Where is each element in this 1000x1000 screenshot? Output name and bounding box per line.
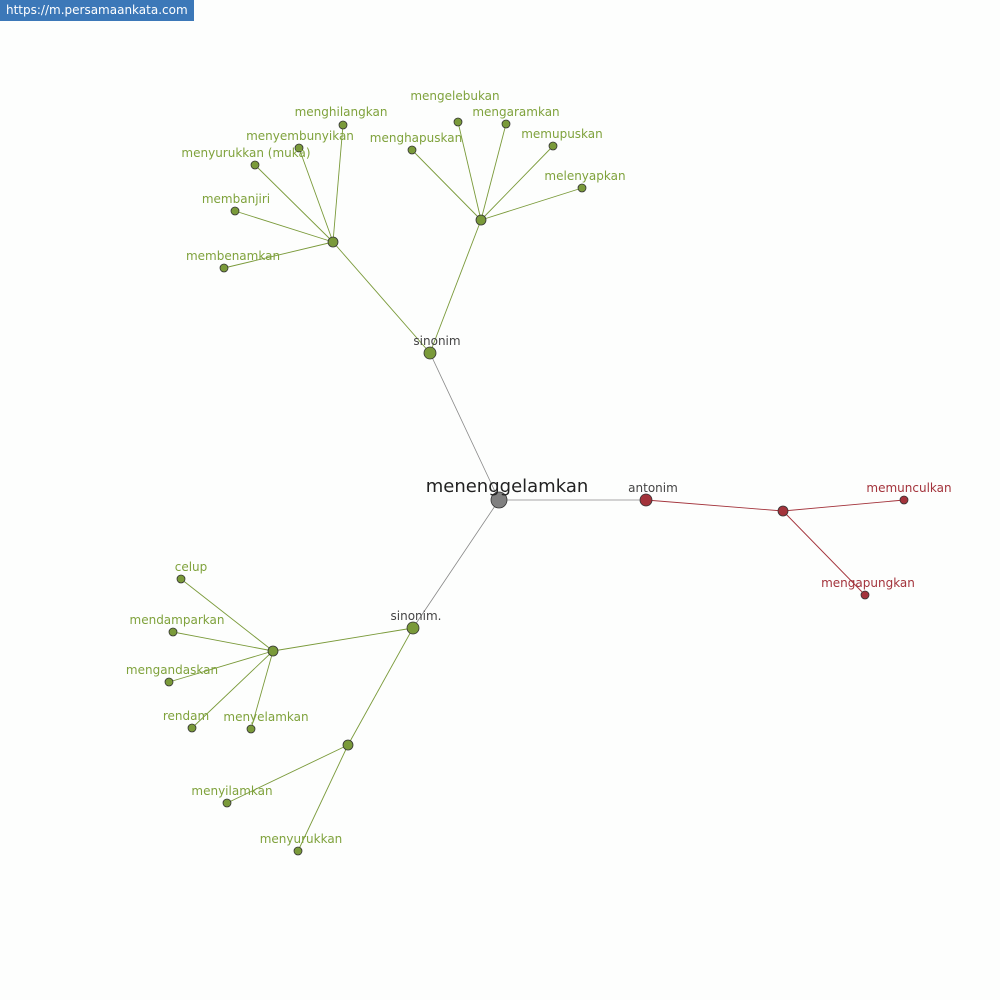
- node-label-a0[interactable]: antonim: [628, 481, 678, 495]
- node-n7[interactable]: [501, 119, 511, 129]
- node-m1[interactable]: [176, 574, 186, 584]
- node-s1[interactable]: [423, 346, 437, 360]
- node-h3[interactable]: [267, 645, 279, 657]
- edge-a0-a1: [645, 499, 784, 512]
- edge-h1-n2: [298, 147, 334, 243]
- node-label-m7[interactable]: menyurukkan: [260, 832, 343, 846]
- edge-h2-n7: [480, 123, 507, 221]
- node-label-m5[interactable]: menyelamkan: [223, 710, 308, 724]
- edge-h1-n1: [332, 124, 344, 243]
- node-n6[interactable]: [453, 117, 463, 127]
- node-h2[interactable]: [475, 214, 487, 226]
- site-url-watermark[interactable]: https://m.persamaankata.com: [0, 0, 194, 21]
- edge-h2-n6: [457, 121, 482, 221]
- node-m5[interactable]: [246, 724, 256, 734]
- node-m3[interactable]: [164, 677, 174, 687]
- node-label-n5[interactable]: membenamkan: [186, 249, 280, 263]
- node-h1[interactable]: [327, 236, 339, 248]
- node-label-n6[interactable]: mengelebukan: [410, 89, 499, 103]
- edge-h2-n8: [411, 149, 482, 221]
- node-n5[interactable]: [219, 263, 229, 273]
- node-a0[interactable]: [639, 493, 653, 507]
- node-label-n7[interactable]: mengaramkan: [472, 105, 559, 119]
- node-label-a2[interactable]: memunculkan: [866, 481, 951, 495]
- edge-root-s2: [412, 499, 500, 629]
- node-m4[interactable]: [187, 723, 197, 733]
- node-label-n10[interactable]: melenyapkan: [544, 169, 625, 183]
- edge-h4-m6: [226, 744, 349, 804]
- node-label-root[interactable]: menenggelamkan: [426, 476, 589, 497]
- edge-h1-n5: [223, 241, 334, 269]
- node-label-n2[interactable]: menyembunyikan: [246, 129, 354, 143]
- node-m2[interactable]: [168, 627, 178, 637]
- edge-h2-n10: [480, 187, 583, 221]
- edge-h3-m5: [250, 650, 274, 730]
- edge-a1-a3: [782, 510, 866, 596]
- node-label-n8[interactable]: menghapuskan: [370, 131, 462, 145]
- node-label-n3[interactable]: menyurukkan (muka): [181, 146, 310, 160]
- edge-h3-m2: [172, 631, 274, 652]
- edge-a1-a2: [782, 499, 905, 512]
- node-n3[interactable]: [250, 160, 260, 170]
- node-n4[interactable]: [230, 206, 240, 216]
- node-label-a3[interactable]: mengapungkan: [821, 576, 915, 590]
- edge-h1-n4: [234, 210, 334, 243]
- node-label-n9[interactable]: memupuskan: [521, 127, 603, 141]
- node-a3[interactable]: [860, 590, 870, 600]
- node-label-n1[interactable]: menghilangkan: [295, 105, 388, 119]
- node-label-m6[interactable]: menyilamkan: [191, 784, 272, 798]
- node-label-m4[interactable]: rendam: [163, 709, 209, 723]
- edge-s2-h4: [347, 627, 414, 746]
- node-label-s1[interactable]: sinonim: [413, 334, 460, 348]
- edge-h3-m3: [168, 650, 274, 683]
- node-h4[interactable]: [342, 739, 354, 751]
- node-m6[interactable]: [222, 798, 232, 808]
- edge-h3-m1: [180, 578, 274, 652]
- edge-root-s1: [429, 352, 500, 501]
- node-n9[interactable]: [548, 141, 558, 151]
- node-n2[interactable]: [294, 143, 304, 153]
- node-label-m1[interactable]: celup: [175, 560, 208, 574]
- node-root[interactable]: [490, 491, 508, 509]
- edge-h1-n3: [254, 164, 334, 243]
- node-label-m2[interactable]: mendamparkan: [130, 613, 225, 627]
- node-a1[interactable]: [777, 505, 789, 517]
- edge-s1-h2: [429, 219, 482, 354]
- node-m7[interactable]: [293, 846, 303, 856]
- node-n8[interactable]: [407, 145, 417, 155]
- edge-h4-m7: [297, 744, 349, 852]
- edge-h2-n9: [480, 145, 554, 221]
- node-s2[interactable]: [406, 621, 420, 635]
- node-label-s2[interactable]: sinonim.: [391, 609, 442, 623]
- edge-s1-h1: [332, 241, 431, 354]
- node-a2[interactable]: [899, 495, 909, 505]
- node-n1[interactable]: [338, 120, 348, 130]
- edge-h3-m4: [191, 650, 274, 729]
- edge-s2-h3: [272, 627, 414, 652]
- node-n10[interactable]: [577, 183, 587, 193]
- node-label-n4[interactable]: membanjiri: [202, 192, 270, 206]
- node-label-m3[interactable]: mengandaskan: [126, 663, 218, 677]
